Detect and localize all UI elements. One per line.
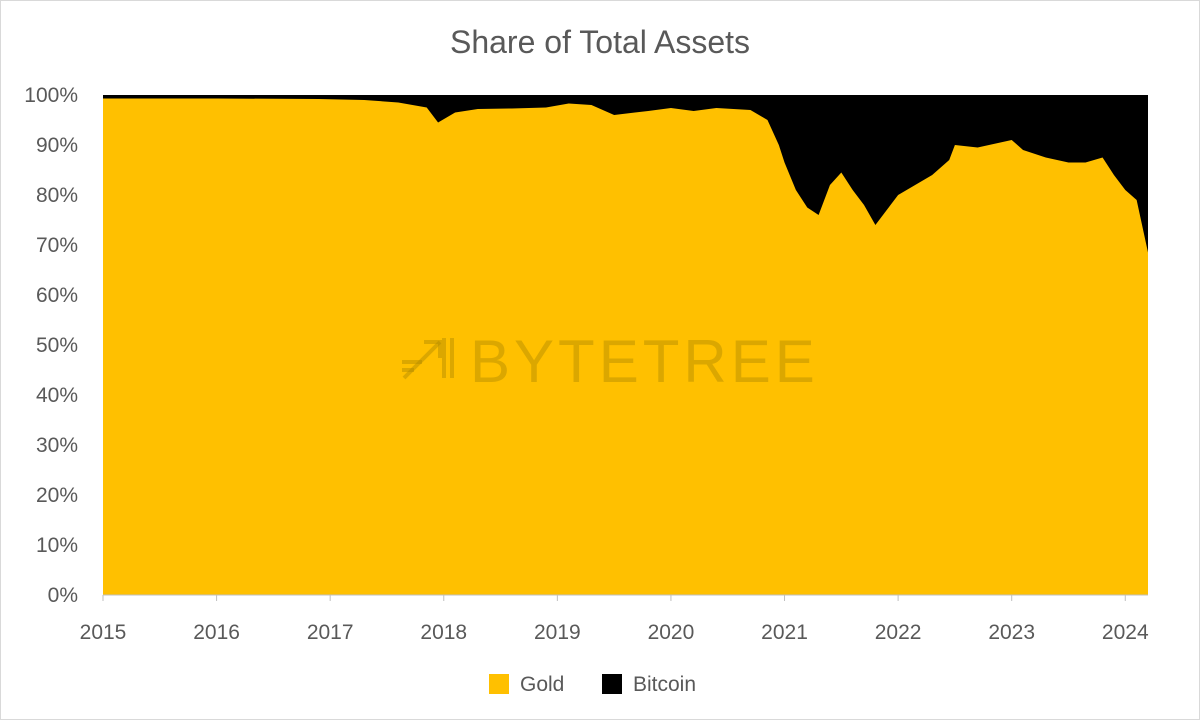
x-tick-label: 2018 — [420, 621, 467, 644]
y-tick-label: 90% — [36, 134, 78, 157]
x-axis-ticks: 2015 2016 2017 2018 2019 2020 2021 2022 2023 2024 — [80, 595, 1149, 644]
bytetree-watermark: BYTETREE — [402, 328, 819, 395]
x-tick-label: 2016 — [193, 621, 240, 644]
plot-area — [103, 95, 1148, 595]
watermark-text: BYTETREE — [470, 328, 819, 395]
y-tick-label: 20% — [36, 484, 78, 507]
y-tick-label: 80% — [36, 184, 78, 207]
y-axis-ticks: 0% 10% 20% 30% 40% 50% 60% 70% 80% 90% 100% — [24, 84, 78, 607]
x-tick-label: 2024 — [1102, 621, 1149, 644]
legend-bitcoin-swatch — [602, 674, 622, 694]
y-tick-label: 60% — [36, 284, 78, 307]
x-tick-label: 2023 — [988, 621, 1035, 644]
y-tick-label: 70% — [36, 234, 78, 257]
y-tick-label: 0% — [48, 584, 78, 607]
gold-area — [103, 98, 1148, 595]
y-tick-label: 100% — [24, 84, 78, 107]
legend-gold-swatch — [489, 674, 509, 694]
y-tick-label: 10% — [36, 534, 78, 557]
x-tick-label: 2019 — [534, 621, 581, 644]
x-tick-label: 2017 — [307, 621, 354, 644]
bytetree-logo-icon — [402, 338, 454, 380]
y-tick-label: 40% — [36, 384, 78, 407]
chart-title: Share of Total Assets — [450, 24, 750, 60]
legend-gold-label: Gold — [520, 673, 564, 696]
x-tick-label: 2015 — [80, 621, 127, 644]
y-tick-label: 30% — [36, 434, 78, 457]
x-tick-label: 2021 — [761, 621, 808, 644]
legend-bitcoin-label: Bitcoin — [633, 673, 696, 696]
legend: Gold Bitcoin — [489, 673, 696, 696]
x-tick-label: 2020 — [648, 621, 695, 644]
y-tick-label: 50% — [36, 334, 78, 357]
x-tick-label: 2022 — [875, 621, 922, 644]
